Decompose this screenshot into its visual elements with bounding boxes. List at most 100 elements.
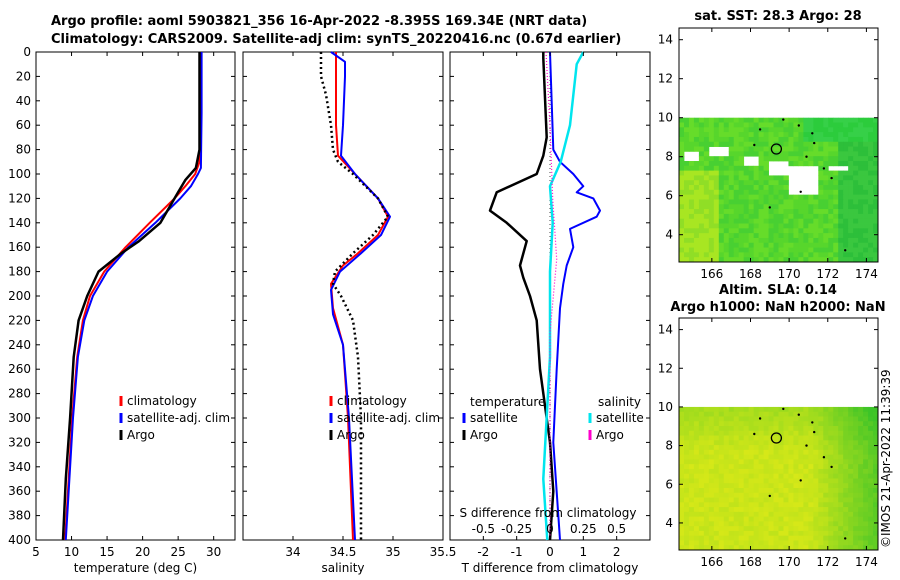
temp-ytick-label-7: 140: [8, 216, 31, 230]
temp-ytick-label-11: 220: [8, 313, 31, 327]
sla-map-ytick-label-0: 4: [665, 516, 673, 530]
diff-series-salinity-satellite: [542, 51, 585, 541]
sla-map-xtick-label-3: 172: [816, 555, 839, 569]
temp-ytick-label-3: 60: [16, 118, 31, 132]
temp-xtick-label-5: 30: [206, 545, 221, 559]
sst-map-ytick-label-0: 4: [665, 228, 673, 242]
temp-ytick-label-20: 400: [8, 533, 31, 547]
diff-xtick-label-0: -2: [477, 545, 489, 559]
sla-map-island-2: [797, 413, 800, 416]
sla-map-frame: [678, 317, 879, 551]
temp-xtick-label-2: 15: [99, 545, 114, 559]
temp-legend-label-2: Argo: [127, 428, 155, 442]
temp-ytick-label-18: 360: [8, 484, 31, 498]
sla-map-island-3: [813, 430, 816, 434]
temp-ytick-label-5: 100: [8, 167, 31, 181]
sst-map-xtick-label-3: 172: [816, 267, 839, 281]
diff-xtick-label-1: -1: [511, 545, 523, 559]
temp-ytick-label-15: 300: [8, 411, 31, 425]
temp-ytick-label-14: 280: [8, 387, 31, 401]
sla-map-island-1: [782, 407, 785, 411]
diff-xtick-label-2: 0: [546, 545, 554, 559]
diff-stick-label-0: -0.5: [472, 522, 495, 536]
diff-series-temperature-satellite: [549, 51, 601, 541]
sst-map-island-5: [830, 176, 833, 180]
diff-xlabel: T difference from climatology: [461, 561, 639, 575]
sst-map-ytick-label-5: 14: [658, 33, 673, 47]
sal-legend-label-1: satellite-adj. clim: [337, 411, 440, 425]
height-title: Argo h1000: NaN h2000: NaN: [670, 300, 886, 315]
sst-map-island-11: [768, 206, 771, 209]
sal-legend-label-2: Argo: [337, 428, 365, 442]
diff-xtick-label-3: 1: [580, 545, 588, 559]
sal-xlabel: salinity: [321, 561, 364, 575]
sst-map-island-9: [805, 155, 808, 158]
temp-ytick-label-13: 260: [8, 362, 31, 376]
sla-map-island-8: [753, 432, 756, 436]
temp-ytick-label-9: 180: [8, 265, 31, 279]
diff-stick-label-1: -0.25: [501, 522, 532, 536]
sst-map-ytick-label-3: 10: [658, 111, 673, 125]
climatology-title: Climatology: CARS2009. Satellite-adj cli…: [51, 32, 622, 47]
sla-map-title: Altim. SLA: 0.14: [719, 283, 837, 298]
sst-map-island-1: [782, 118, 785, 121]
temp-xtick-label-1: 10: [64, 545, 79, 559]
sla-map-ytick-label-2: 8: [665, 439, 673, 453]
temp-ytick-label-4: 80: [16, 143, 31, 157]
sla-map-island-6: [799, 479, 802, 482]
temp-xtick-label-0: 5: [32, 545, 40, 559]
temp-xlabel: temperature (deg C): [74, 561, 197, 575]
diff-xlabel-top: S difference from climatology: [460, 506, 637, 520]
temp-ytick-label-0: 0: [23, 45, 31, 59]
sal-xtick-label-3: 35.5: [430, 545, 457, 559]
sst-map-island-2: [797, 124, 800, 127]
sst-map-profile-marker: [770, 143, 783, 155]
temp-legend-label-1: satellite-adj. clim: [127, 411, 230, 425]
temp-legend-label-0: climatology: [127, 394, 197, 408]
sal-series-satellite-adj-clim: [330, 51, 391, 541]
diff-xtick-label-4: 2: [613, 545, 621, 559]
sst-map-xtick-label-1: 168: [739, 267, 762, 281]
temp-xtick-label-3: 20: [135, 545, 150, 559]
sla-map-ytick-label-4: 12: [658, 361, 673, 375]
sla-map-ytick-label-5: 14: [658, 323, 673, 337]
sla-map-island-5: [830, 465, 833, 469]
diff-stick-label-3: 0.25: [570, 522, 597, 536]
sla-map-island-4: [822, 456, 826, 459]
sla-map-island-7: [844, 537, 847, 540]
diff-legend-label-sal-argo: Argo: [596, 428, 624, 442]
sal-legend-label-0: climatology: [337, 394, 407, 408]
sst-map-ytick-label-4: 12: [658, 72, 673, 86]
temp-ytick-label-8: 160: [8, 240, 31, 254]
sla-map-ytick-label-3: 10: [658, 400, 673, 414]
sst-map-field: [679, 117, 879, 263]
sal-xtick-label-1: 34.5: [330, 545, 357, 559]
sst-map-island-4: [822, 167, 826, 170]
sla-map-island-0: [758, 417, 762, 420]
sst-map-island-8: [753, 143, 756, 147]
temp-ytick-label-16: 320: [8, 435, 31, 449]
diff-legend-title-temp: temperature: [470, 395, 545, 409]
sla-map-xtick-label-4: 174: [855, 555, 878, 569]
sst-map-island-7: [844, 249, 847, 252]
sla-map-island-10: [811, 421, 814, 424]
temp-ytick-label-1: 20: [16, 69, 31, 83]
sst-map-xtick-label-4: 174: [855, 267, 878, 281]
temp-series-argo: [61, 52, 201, 541]
sst-map-title: sat. SST: 28.3 Argo: 28: [694, 9, 862, 24]
sst-map-island-10: [811, 132, 814, 135]
diff-legend-label-temp-argo: Argo: [470, 428, 498, 442]
sst-map-frame: [678, 27, 879, 263]
sst-map-xtick-label-0: 166: [700, 267, 723, 281]
sla-map-ytick-label-1: 6: [665, 477, 673, 491]
sst-map-island-3: [813, 141, 816, 145]
temp-ytick-label-19: 380: [8, 509, 31, 523]
sla-map-island-11: [768, 494, 771, 498]
diff-stick-label-2: 0: [546, 522, 554, 536]
diff-stick-label-4: 0.5: [607, 522, 626, 536]
sst-map-island-0: [758, 128, 762, 131]
sst-map-ytick-label-1: 6: [665, 189, 673, 203]
profile-title: Argo profile: aoml 5903821_356 16-Apr-20…: [51, 14, 588, 29]
sla-map-island-9: [805, 444, 808, 447]
